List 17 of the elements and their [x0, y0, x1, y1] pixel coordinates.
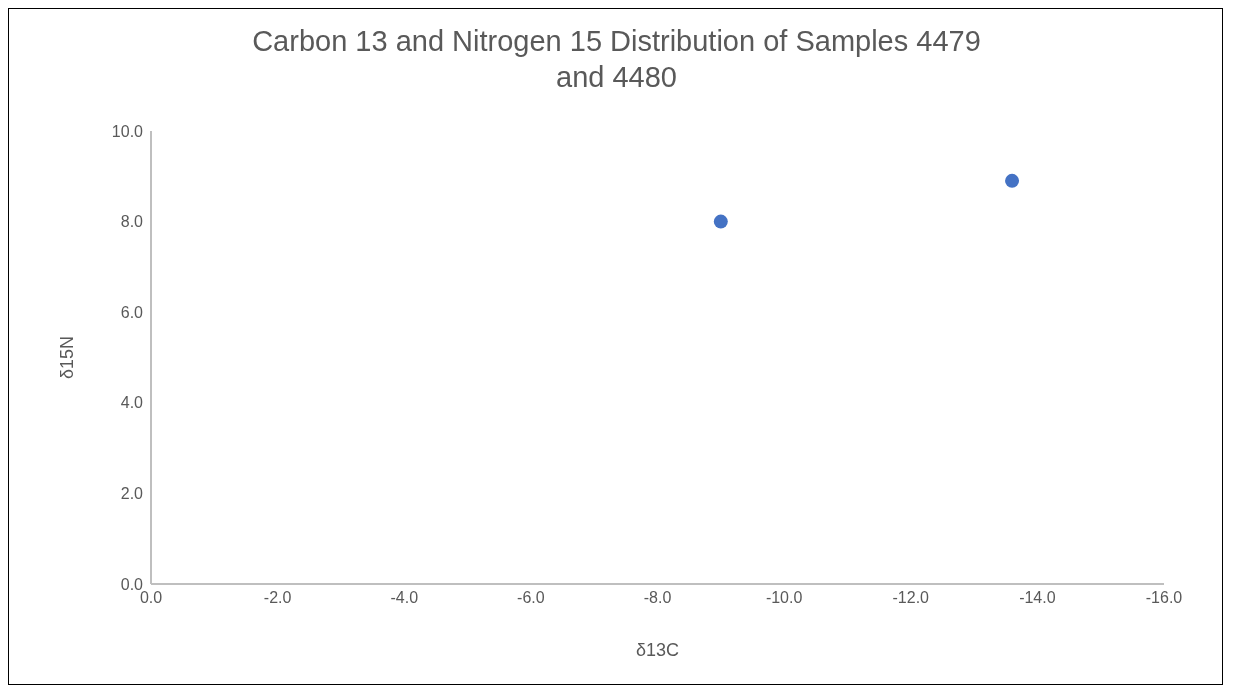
x-tick-label: 0.0	[139, 589, 163, 607]
y-tick-label: 4.0	[120, 394, 144, 412]
y-tick-label: 10.0	[111, 122, 144, 140]
x-tick-label: -8.0	[643, 589, 672, 607]
x-axis-title: δ13C	[635, 640, 680, 660]
y-tick-label: 6.0	[120, 303, 144, 321]
x-tick-label: -12.0	[892, 589, 930, 607]
x-tick-label: -14.0	[1019, 589, 1056, 607]
x-tick-label: -4.0	[390, 589, 419, 607]
y-tick-label: 2.0	[120, 485, 144, 503]
x-tick-label: -6.0	[517, 589, 545, 607]
y-tick-label: 8.0	[120, 213, 144, 231]
x-tick-label: -16.0	[1145, 589, 1183, 607]
chart-title: Carbon 13 and Nitrogen 15 Distribution of Samples 4479 and 4480	[251, 24, 982, 95]
x-tick-label: -10.0	[765, 589, 803, 607]
y-axis-title: δ15N	[57, 335, 78, 380]
x-tick-label: -2.0	[263, 589, 292, 607]
